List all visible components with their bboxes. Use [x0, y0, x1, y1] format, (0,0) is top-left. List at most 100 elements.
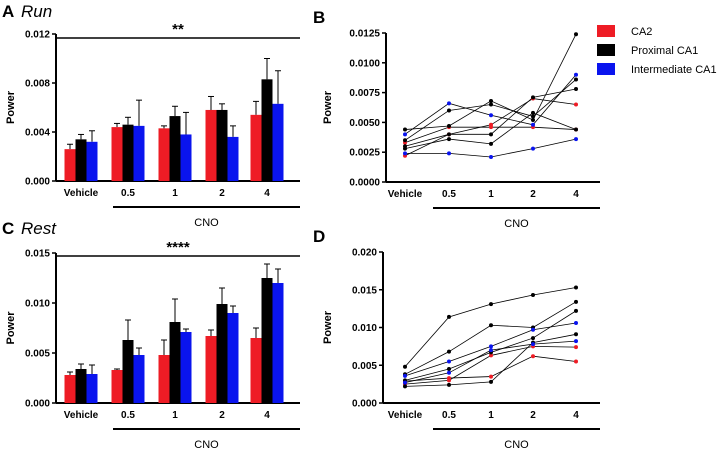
bar — [111, 127, 123, 181]
data-point — [574, 299, 578, 304]
data-point — [574, 339, 578, 344]
chart-panel-d-y-tick-label: 0.015 — [352, 285, 377, 296]
legend-label-ca2: CA2 — [631, 26, 652, 38]
chart-panel-a-x-tick-label: 1 — [172, 188, 178, 199]
data-point — [574, 332, 578, 337]
significance-marker: ** — [172, 21, 184, 38]
bar — [64, 149, 76, 181]
data-point — [447, 101, 451, 106]
chart-panel-a-y-tick-label: 0.004 — [25, 128, 50, 139]
legend-swatch-intermediate-ca1 — [597, 63, 615, 75]
legend-label-intermediate-ca1: Intermediate CA1 — [631, 64, 717, 76]
chart-panel-d-x-tick-label: 4 — [573, 410, 579, 421]
data-point — [403, 364, 407, 369]
data-point — [489, 154, 493, 159]
bar — [272, 103, 284, 181]
bar — [158, 128, 170, 181]
chart-panel-c-x-tick-label: 4 — [264, 410, 270, 421]
data-point — [403, 132, 407, 137]
data-point — [574, 320, 578, 325]
chart-panel-b-y-tick-label: 0.0075 — [349, 88, 380, 99]
chart-panel-d-x-tick-label: 0.5 — [442, 410, 456, 421]
chart-panel-b-x-tick-label: 0.5 — [442, 189, 456, 200]
chart-panel-d: 0.000 0.005 0.010 0.015 0.020 Vehicle 0.5 1 2 4 Po… — [322, 248, 600, 450]
data-point — [531, 342, 535, 347]
bar — [169, 322, 181, 403]
panel-d-letter: D — [313, 227, 325, 246]
bar — [261, 278, 273, 403]
chart-panel-c-group-label: CNO — [194, 439, 219, 450]
chart-panel-c-y-tick-label: 0.000 — [25, 399, 50, 410]
data-point — [531, 114, 535, 119]
data-point — [531, 293, 535, 298]
data-point — [489, 374, 493, 379]
bar — [180, 134, 192, 181]
chart-panel-a-group-label: CNO — [194, 217, 219, 229]
legend: CA2 Proximal CA1 Intermediate CA1 — [597, 25, 717, 76]
bar — [133, 125, 145, 181]
data-point — [447, 108, 451, 113]
bar — [261, 79, 273, 181]
data-point — [447, 382, 451, 387]
chart-panel-c-y-axis-label: Power — [5, 311, 17, 345]
chart-panel-c-x-tick-label: 1 — [172, 410, 178, 421]
chart-panel-a-x-tick-label: 4 — [264, 188, 270, 199]
data-point — [489, 348, 493, 353]
chart-panel-d-y-tick-label: 0.010 — [352, 323, 377, 334]
chart-panel-b-group-label: CNO — [504, 218, 529, 230]
data-point — [574, 308, 578, 313]
chart-panel-c-y-tick-label: 0.015 — [25, 249, 50, 260]
data-point — [447, 378, 451, 383]
chart-panel-b-x-tick-label: 4 — [573, 189, 579, 200]
data-point — [489, 353, 493, 358]
chart-panel-a-y-axis-label: Power — [5, 90, 17, 124]
chart-panel-a: 0.000 0.004 0.008 0.012 Vehicle 0.5 1 2 4 Power CN… — [5, 21, 300, 229]
data-point — [447, 349, 451, 354]
data-point — [574, 77, 578, 82]
bar — [180, 332, 192, 403]
data-point — [574, 359, 578, 364]
chart-panel-d-x-tick-label: Vehicle — [388, 410, 423, 421]
chart-panel-c: 0.000 0.005 0.010 0.015 Vehicle 0.5 1 2 4 Power CN… — [5, 239, 300, 450]
chart-panel-a-y-tick-label: 0.012 — [25, 30, 50, 41]
legend-swatch-proximal-ca1 — [597, 44, 615, 56]
chart-panel-b-x-tick-label: 2 — [530, 189, 536, 200]
bar — [272, 283, 284, 403]
panel-a-letter: A — [2, 2, 14, 21]
bar — [250, 338, 262, 403]
legend-label-proximal-ca1: Proximal CA1 — [631, 45, 698, 57]
data-point — [489, 344, 493, 349]
bar — [205, 336, 217, 403]
chart-panel-b-y-tick-label: 0.0100 — [349, 58, 380, 69]
bar — [205, 109, 217, 181]
data-point — [574, 32, 578, 37]
bar — [75, 369, 87, 403]
chart-panel-c-y-tick-label: 0.005 — [25, 349, 50, 360]
chart-panel-d-y-tick-label: 0.005 — [352, 361, 377, 372]
chart-panel-b: 0.0000 0.0025 0.0050 0.0075 0.0100 0.0125 Vehi… — [322, 29, 600, 230]
data-point — [574, 345, 578, 350]
data-point — [447, 137, 451, 142]
panel-c-title: Rest — [21, 219, 57, 238]
chart-panel-d-x-tick-label: 1 — [488, 410, 494, 421]
data-point — [531, 327, 535, 332]
chart-panel-c-x-tick-label: 0.5 — [121, 410, 135, 421]
chart-panel-b-y-axis-label: Power — [322, 90, 334, 124]
chart-panel-b-y-tick-label: 0.0000 — [349, 178, 380, 189]
bar — [227, 313, 239, 403]
bar — [133, 355, 145, 403]
bar — [86, 374, 98, 403]
data-point — [531, 336, 535, 341]
bar — [216, 109, 228, 181]
data-point — [447, 132, 451, 137]
data-point — [531, 354, 535, 359]
panel-b-letter: B — [313, 8, 325, 27]
data-point — [447, 151, 451, 156]
data-point — [447, 370, 451, 375]
series-line — [404, 333, 577, 387]
bar — [169, 116, 181, 181]
data-point — [403, 127, 407, 132]
data-point — [574, 72, 578, 77]
data-point — [403, 380, 407, 385]
